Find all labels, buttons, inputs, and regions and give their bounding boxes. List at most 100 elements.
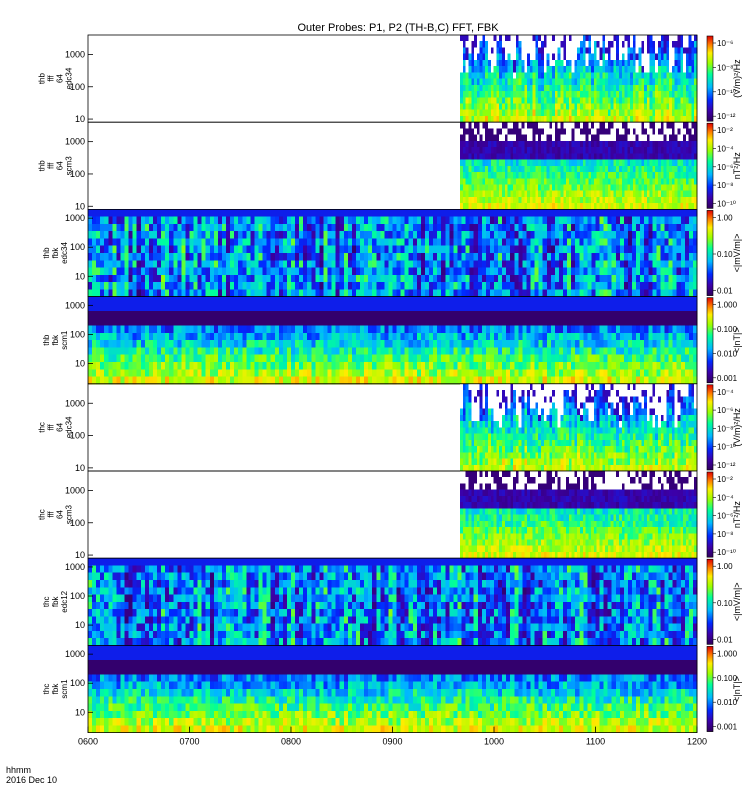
spectrogram-cell bbox=[355, 267, 361, 276]
spectrogram-cell bbox=[479, 147, 484, 154]
spectrogram-cell bbox=[613, 128, 617, 136]
spectrogram-cell bbox=[104, 209, 109, 218]
spectrogram-cell bbox=[585, 128, 589, 136]
spectrogram-cell bbox=[677, 184, 681, 192]
spectrogram-cell bbox=[685, 184, 690, 192]
spectrogram-cell bbox=[479, 97, 484, 105]
spectrogram-cell bbox=[476, 78, 481, 86]
spectrogram-cell bbox=[488, 35, 492, 42]
spectrogram-cell bbox=[501, 91, 506, 98]
spectrogram-cell bbox=[120, 260, 126, 269]
spectrogram-cell bbox=[234, 376, 239, 385]
spectrogram-cell bbox=[339, 303, 345, 312]
spectrogram-cell bbox=[88, 223, 93, 232]
spectrogram-cell bbox=[535, 159, 539, 167]
spectrogram-cell bbox=[527, 53, 531, 61]
spectrogram-cell bbox=[560, 72, 564, 80]
spectrogram-cell bbox=[538, 245, 544, 254]
spectrogram-cell bbox=[132, 253, 138, 261]
spectrogram-cell bbox=[582, 140, 587, 148]
spectrogram-cell bbox=[532, 78, 536, 86]
spectrogram-cell bbox=[274, 362, 280, 370]
spectrogram-cell bbox=[88, 238, 93, 247]
spectrogram-cell bbox=[632, 231, 637, 240]
spectrogram-cell bbox=[527, 47, 531, 55]
spectrogram-cell bbox=[230, 376, 235, 385]
spectrogram-cell bbox=[530, 245, 536, 254]
spectrogram-cell bbox=[591, 115, 595, 123]
spectrogram-cell bbox=[588, 172, 592, 179]
spectrogram-cell bbox=[412, 238, 418, 247]
spectrogram-cell bbox=[607, 209, 613, 218]
spectrogram-cell bbox=[474, 91, 478, 98]
spectrogram-cell bbox=[242, 311, 247, 319]
spectrogram-cell bbox=[552, 78, 556, 86]
spectrogram-cell bbox=[323, 347, 329, 356]
spectrogram-cell bbox=[303, 376, 308, 385]
spectrogram-cell bbox=[515, 178, 520, 186]
panel-label-line: thb bbox=[38, 72, 47, 84]
spectrogram-cell bbox=[688, 84, 693, 92]
spectrogram-cell bbox=[521, 203, 525, 210]
spectrogram-cell bbox=[499, 97, 503, 105]
spectrogram-cell bbox=[479, 190, 484, 198]
spectrogram-cell bbox=[496, 78, 500, 86]
spectrogram-cell bbox=[652, 165, 656, 173]
spectrogram-cell bbox=[468, 66, 472, 73]
spectrogram-cell bbox=[607, 66, 612, 73]
spectrogram-cell bbox=[498, 253, 503, 261]
spectrogram-cell bbox=[627, 128, 631, 136]
spectrogram-cell bbox=[473, 289, 479, 298]
spectrogram-cell bbox=[563, 289, 568, 298]
spectrogram-cell bbox=[652, 153, 656, 161]
spectrogram-cell bbox=[116, 369, 122, 378]
spectrogram-cell bbox=[583, 231, 588, 240]
spectrogram-cell bbox=[535, 53, 539, 61]
spectrogram-cell bbox=[226, 296, 231, 305]
spectrogram-cell bbox=[605, 59, 609, 67]
spectrogram-cell bbox=[258, 303, 264, 312]
spectrogram-cell bbox=[124, 260, 130, 269]
spectrogram-cell bbox=[552, 72, 556, 80]
spectrogram-cell bbox=[549, 47, 553, 55]
spectrogram-cell bbox=[461, 245, 467, 254]
spectrogram-cell bbox=[351, 216, 357, 225]
spectrogram-cell bbox=[274, 216, 280, 225]
spectrogram-cell bbox=[100, 238, 105, 247]
spectrogram-cell bbox=[521, 103, 525, 111]
spectrogram-cell bbox=[380, 209, 385, 218]
spectrogram-cell bbox=[323, 303, 329, 312]
spectrogram-cell bbox=[602, 97, 606, 105]
spectrogram-cell bbox=[424, 267, 430, 276]
spectrogram-cell bbox=[193, 231, 199, 240]
spectrogram-cell bbox=[591, 72, 595, 80]
spectrogram-cell bbox=[100, 376, 105, 385]
spectrogram-cell bbox=[668, 253, 674, 261]
spectrogram-cell bbox=[644, 140, 648, 148]
spectrogram-cell bbox=[538, 47, 542, 55]
spectrogram-cell bbox=[510, 203, 514, 210]
spectrogram-cell bbox=[124, 369, 130, 378]
spectrogram-cell bbox=[532, 109, 536, 117]
spectrogram-cell bbox=[588, 178, 592, 186]
spectrogram-cell bbox=[674, 84, 679, 92]
spectrogram-cell bbox=[217, 267, 223, 276]
spectrogram-cell bbox=[490, 178, 495, 186]
spectrogram-cell bbox=[226, 267, 231, 276]
colorbar-tick-label: 10⁻² bbox=[717, 126, 733, 135]
spectrogram-cell bbox=[226, 209, 231, 218]
spectrogram-cell bbox=[136, 376, 142, 385]
spectrogram-cell bbox=[504, 84, 509, 92]
spectrogram-cell bbox=[582, 122, 587, 130]
spectrogram-cell bbox=[335, 260, 341, 269]
spectrogram-cell bbox=[648, 245, 653, 254]
spectrogram-cell bbox=[691, 109, 695, 117]
spectrogram-cell bbox=[607, 134, 612, 142]
spectrogram-cell bbox=[177, 274, 182, 283]
spectrogram-cell bbox=[557, 203, 562, 210]
spectrogram-cell bbox=[169, 238, 174, 247]
spectrogram-cell bbox=[632, 196, 637, 204]
spectrogram-cell bbox=[197, 260, 203, 269]
spectrogram-cell bbox=[588, 97, 592, 105]
spectrogram-cell bbox=[429, 260, 434, 269]
